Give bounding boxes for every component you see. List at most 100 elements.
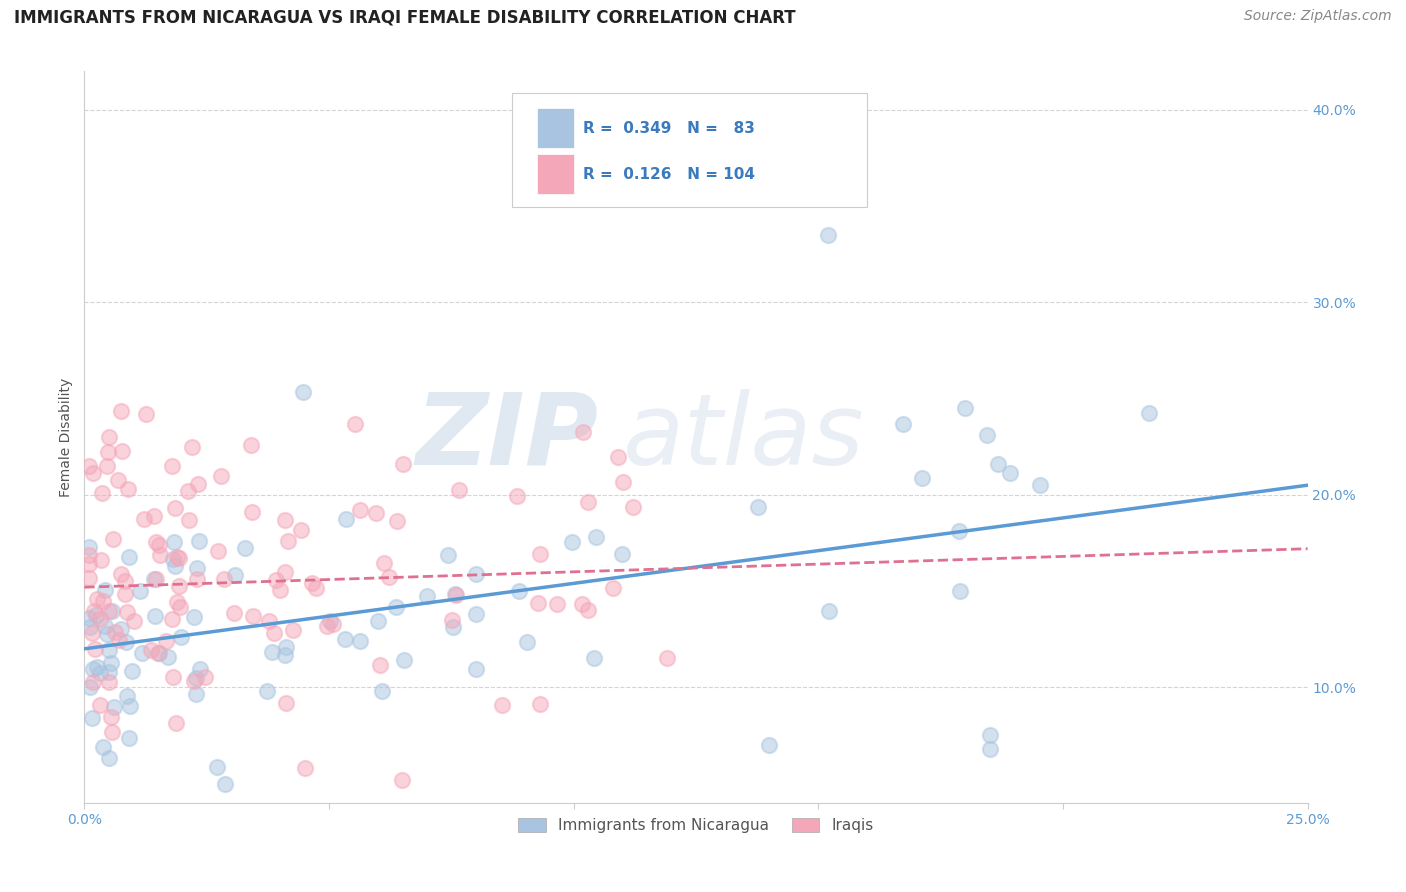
Point: [437, 548, 460, 562]
Point: [165, 716, 187, 731]
Point: [949, 584, 972, 599]
Point: [240, 505, 263, 519]
Point: [276, 640, 298, 654]
Point: [169, 600, 191, 615]
Point: [118, 699, 141, 714]
Point: [368, 658, 391, 673]
Point: [115, 690, 138, 704]
Point: [91, 740, 114, 755]
Point: [155, 634, 177, 648]
Text: ZIP: ZIP: [415, 389, 598, 485]
Point: [187, 534, 209, 549]
Point: [143, 508, 166, 523]
Point: [107, 473, 129, 487]
Point: [262, 645, 284, 659]
Point: [114, 587, 136, 601]
Point: [100, 725, 122, 739]
Point: [142, 572, 165, 586]
Point: [145, 572, 167, 586]
Point: [464, 662, 486, 676]
Point: [560, 534, 582, 549]
Point: [148, 646, 170, 660]
Point: [516, 634, 538, 648]
Point: [118, 731, 141, 746]
Point: [441, 620, 464, 634]
Point: [114, 574, 136, 588]
Point: [263, 626, 285, 640]
Point: [96, 458, 118, 473]
Point: [444, 587, 467, 601]
Point: [322, 617, 344, 632]
Point: [224, 568, 246, 582]
Point: [86, 660, 108, 674]
Point: [121, 664, 143, 678]
Point: [129, 584, 152, 599]
Point: [122, 614, 145, 628]
Point: [335, 632, 357, 646]
Point: [276, 533, 298, 548]
Point: [163, 535, 186, 549]
Point: [529, 547, 551, 561]
Point: [290, 523, 312, 537]
Point: [209, 468, 232, 483]
Point: [366, 506, 388, 520]
Point: [891, 417, 914, 432]
Point: [100, 710, 122, 724]
Point: [367, 614, 389, 628]
Point: [621, 500, 644, 515]
Point: [655, 651, 678, 665]
Point: [274, 648, 297, 663]
Point: [349, 634, 371, 648]
Point: [508, 584, 530, 599]
Point: [98, 674, 121, 689]
Point: [184, 687, 207, 701]
Point: [77, 571, 100, 585]
Point: [612, 547, 634, 561]
Point: [571, 425, 593, 439]
Point: [222, 606, 245, 620]
Point: [156, 650, 179, 665]
Point: [269, 583, 291, 598]
Point: [77, 458, 100, 473]
Point: [110, 566, 132, 581]
Point: [79, 620, 101, 634]
Point: [100, 604, 122, 618]
Point: [491, 698, 513, 712]
Point: [98, 751, 121, 765]
Text: R =  0.349   N =   83: R = 0.349 N = 83: [583, 120, 755, 136]
Point: [148, 646, 170, 660]
Point: [79, 680, 101, 694]
Y-axis label: Female Disability: Female Disability: [59, 377, 73, 497]
Point: [281, 623, 304, 637]
Point: [446, 588, 468, 602]
Point: [817, 227, 839, 242]
Point: [998, 467, 1021, 481]
Point: [84, 642, 107, 657]
Point: [82, 674, 104, 689]
Point: [257, 614, 280, 628]
Point: [979, 728, 1001, 742]
Point: [97, 665, 120, 680]
Point: [273, 513, 295, 527]
Point: [319, 614, 342, 628]
Point: [89, 666, 111, 681]
Point: [464, 566, 486, 581]
Bar: [537, 108, 574, 148]
Point: [97, 604, 120, 618]
Point: [987, 458, 1010, 472]
Point: [166, 549, 188, 564]
Point: [385, 514, 408, 528]
Point: [1137, 406, 1160, 420]
Point: [758, 738, 780, 752]
Point: [82, 626, 104, 640]
Point: [416, 589, 439, 603]
Point: [392, 653, 415, 667]
Text: IMMIGRANTS FROM NICARAGUA VS IRAQI FEMALE DISABILITY CORRELATION CHART: IMMIGRANTS FROM NICARAGUA VS IRAQI FEMAL…: [14, 9, 796, 27]
Point: [162, 670, 184, 684]
Point: [235, 541, 257, 555]
Point: [242, 608, 264, 623]
Point: [181, 440, 204, 454]
Point: [131, 646, 153, 660]
Point: [163, 500, 186, 515]
Point: [212, 572, 235, 586]
